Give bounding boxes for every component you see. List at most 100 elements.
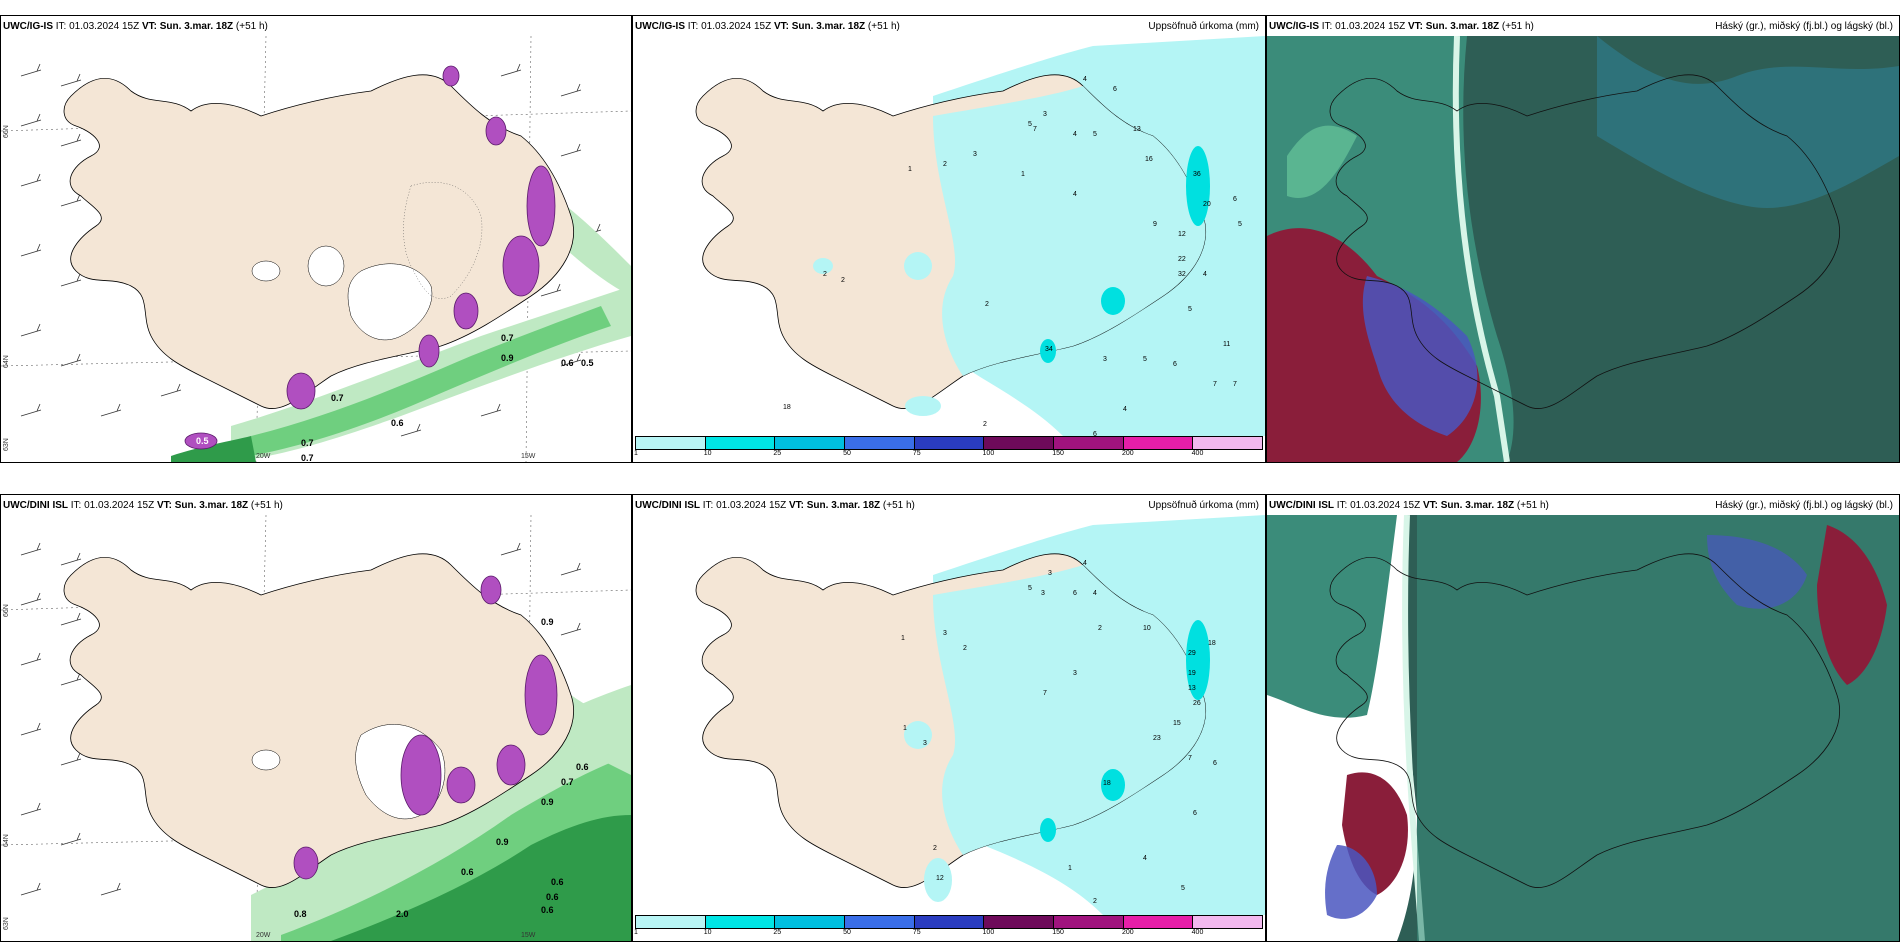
svg-text:0.9: 0.9 xyxy=(496,837,509,847)
svg-text:2: 2 xyxy=(1093,898,1097,905)
svg-text:7: 7 xyxy=(1188,755,1192,762)
lat-label-63: 63N xyxy=(3,917,10,930)
svg-text:0.7: 0.7 xyxy=(501,333,514,343)
svg-text:3: 3 xyxy=(1041,590,1045,597)
svg-text:29: 29 xyxy=(1188,650,1196,657)
svg-text:0.6: 0.6 xyxy=(551,877,564,887)
colorbar-tick: 400 xyxy=(1191,929,1204,936)
svg-text:7: 7 xyxy=(1043,690,1047,697)
colorbar-cell xyxy=(636,916,706,928)
map-wind-precip[interactable]: 0.9 0.6 0.7 0.9 0.9 0.6 0.8 2.0 0.6 0.6 … xyxy=(1,515,631,941)
svg-text:6: 6 xyxy=(1173,361,1177,368)
svg-text:6: 6 xyxy=(1093,431,1097,436)
colorbar-tick: 150 xyxy=(1052,450,1064,457)
colorbar-cell xyxy=(984,916,1055,928)
svg-text:0.8: 0.8 xyxy=(294,909,307,919)
svg-text:0.6: 0.6 xyxy=(541,905,554,915)
svg-text:6: 6 xyxy=(1233,196,1237,203)
lat-label-66: 66N xyxy=(3,125,10,138)
map-cloud-cover[interactable] xyxy=(1267,36,1899,462)
svg-text:2: 2 xyxy=(943,161,947,168)
svg-text:11: 11 xyxy=(1223,341,1230,348)
colorbar-cell xyxy=(1193,916,1263,928)
colorbar-tick: 25 xyxy=(773,929,782,936)
colorbar-tick: 75 xyxy=(912,450,921,457)
panel-header: UWC/DINI ISL IT: 01.03.2024 15Z VT: Sun.… xyxy=(1269,500,1549,511)
colorbar-cell xyxy=(914,437,985,449)
colorbar-precip: 1 10 25 50 75 100 150 200 400 xyxy=(634,915,1263,936)
svg-text:0.6: 0.6 xyxy=(561,358,574,368)
panel-bottom-left: UWC/DINI ISL IT: 01.03.2024 15Z VT: Sun.… xyxy=(0,494,632,942)
panel-bottom-right: UWC/DINI ISL IT: 01.03.2024 15Z VT: Sun.… xyxy=(1266,494,1900,942)
lon-label-20: 20W xyxy=(256,453,271,460)
lat-label-64: 64N xyxy=(3,834,10,847)
panel-top-right: UWC/IG-IS IT: 01.03.2024 15Z VT: Sun. 3.… xyxy=(1266,15,1900,463)
svg-text:3: 3 xyxy=(1043,111,1047,118)
svg-text:4: 4 xyxy=(1203,271,1207,278)
colorbar-tick: 150 xyxy=(1052,929,1064,936)
panel-header: UWC/DINI ISL IT: 01.03.2024 15Z VT: Sun.… xyxy=(3,500,283,511)
lat-label-66: 66N xyxy=(3,604,10,617)
svg-text:0.9: 0.9 xyxy=(541,797,554,807)
svg-text:2: 2 xyxy=(823,271,827,278)
lon-label-15: 15W xyxy=(521,932,536,939)
svg-text:18: 18 xyxy=(1208,640,1216,647)
colorbar-cell xyxy=(845,437,915,449)
svg-text:4: 4 xyxy=(1073,131,1077,138)
map-cloud-cover[interactable] xyxy=(1267,515,1899,941)
svg-text:4: 4 xyxy=(1143,855,1147,862)
map-accumulated-precip[interactable]: 4 6 3 5 7 4 5 13 1 2 3 4 16 36 20 6 5 9 … xyxy=(633,36,1265,436)
svg-text:2: 2 xyxy=(985,301,989,308)
svg-text:1: 1 xyxy=(908,166,912,173)
svg-text:1: 1 xyxy=(1021,171,1025,178)
map-accumulated-precip[interactable]: 4 3 5 3 6 4 10 2 1 3 2 3 29 19 13 26 7 1… xyxy=(633,515,1265,915)
colorbar-tick: 200 xyxy=(1121,929,1134,936)
svg-text:4: 4 xyxy=(1083,76,1087,83)
colorbar-tick: 1 xyxy=(634,929,638,936)
svg-text:2: 2 xyxy=(841,277,845,284)
colorbar-cell xyxy=(1193,437,1263,449)
lon-label-15: 15W xyxy=(521,453,536,460)
svg-text:3: 3 xyxy=(973,151,977,158)
svg-text:4: 4 xyxy=(1073,191,1077,198)
svg-text:34: 34 xyxy=(1045,346,1053,353)
colorbar-tick: 75 xyxy=(912,929,921,936)
svg-text:5: 5 xyxy=(1143,356,1147,363)
svg-text:0.6: 0.6 xyxy=(461,867,474,877)
svg-text:0.7: 0.7 xyxy=(331,393,344,403)
panel-right-title: Uppsöfnuð úrkoma (mm) xyxy=(1148,500,1259,511)
colorbar-tick: 50 xyxy=(843,450,851,457)
svg-text:7: 7 xyxy=(1233,381,1237,388)
colorbar-tick: 50 xyxy=(843,929,851,936)
svg-text:36: 36 xyxy=(1193,171,1201,178)
panel-right-title: Háský (gr.), miðský (fj.bl.) og lágský (… xyxy=(1715,21,1893,32)
panel-header: UWC/IG-IS IT: 01.03.2024 15Z VT: Sun. 3.… xyxy=(635,21,900,32)
svg-text:13: 13 xyxy=(1133,126,1141,133)
lon-label-20: 20W xyxy=(256,932,271,939)
svg-text:0.9: 0.9 xyxy=(541,617,554,627)
svg-text:5: 5 xyxy=(1093,131,1097,138)
svg-text:10: 10 xyxy=(1143,625,1151,632)
panel-right-title: Uppsöfnuð úrkoma (mm) xyxy=(1148,21,1259,32)
svg-text:1: 1 xyxy=(1068,865,1072,872)
svg-text:5: 5 xyxy=(1028,585,1032,592)
colorbar-tick: 200 xyxy=(1121,450,1134,457)
svg-text:2: 2 xyxy=(933,845,937,852)
svg-text:6: 6 xyxy=(1113,86,1117,93)
svg-text:9: 9 xyxy=(1153,221,1157,228)
map-wind-precip[interactable]: 0.7 0.7 0.9 0.6 0.5 0.6 0.7 0.7 0.5 xyxy=(1,36,631,462)
panel-bottom-middle: UWC/DINI ISL IT: 01.03.2024 15Z VT: Sun.… xyxy=(632,494,1266,942)
panel-top-middle: UWC/IG-IS IT: 01.03.2024 15Z VT: Sun. 3.… xyxy=(632,15,1266,463)
svg-text:6: 6 xyxy=(1073,590,1077,597)
colorbar-cell xyxy=(1054,916,1124,928)
svg-text:2: 2 xyxy=(983,421,987,428)
colorbar-cell xyxy=(705,437,776,449)
panel-top-left: UWC/IG-IS IT: 01.03.2024 15Z VT: Sun. 3.… xyxy=(0,15,632,463)
colorbar-cell xyxy=(1123,437,1194,449)
svg-text:13: 13 xyxy=(1188,685,1196,692)
colorbar-tick: 100 xyxy=(982,450,995,457)
svg-text:5: 5 xyxy=(1188,306,1192,313)
colorbar-cell xyxy=(1123,916,1194,928)
svg-text:0.7: 0.7 xyxy=(301,438,314,448)
panel-header: UWC/DINI ISL IT: 01.03.2024 15Z VT: Sun.… xyxy=(635,500,915,511)
